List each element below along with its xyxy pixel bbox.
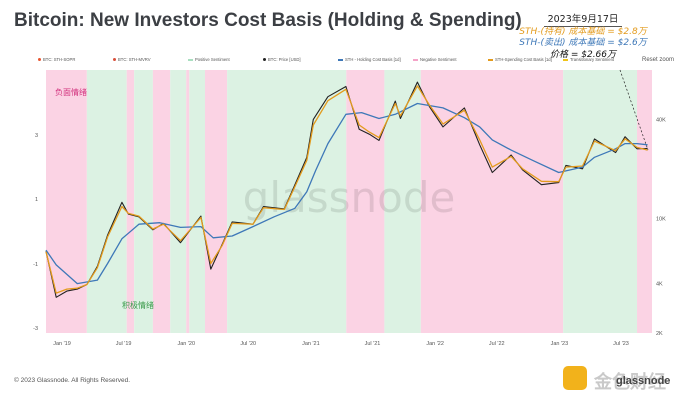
x-tick-label: Jan '20 <box>177 341 195 347</box>
x-tick-label: Jan '19 <box>53 341 71 347</box>
y-left-tick-label: -3 <box>33 326 38 332</box>
legend-swatch <box>338 58 343 61</box>
sentiment-region-positive <box>227 70 347 333</box>
sentiment-region-positive <box>189 70 205 333</box>
legend-swatch <box>113 58 116 61</box>
watermark: glassnode <box>243 173 456 222</box>
legend-label: Negative Sentiment <box>420 57 457 62</box>
sentiment-region-positive <box>134 70 153 333</box>
legend-swatch <box>263 58 266 61</box>
chart-title: Bitcoin: New Investors Cost Basis (Holdi… <box>14 10 522 31</box>
legend-label: STH-Spending Cost Basis [1d] <box>495 57 552 62</box>
sentiment-region-negative <box>637 70 652 333</box>
legend-swatch <box>488 58 493 61</box>
legend-label: Transitionary Sentiment <box>570 57 615 62</box>
legend-item[interactable]: BTC: STH-MVRV <box>113 57 151 62</box>
legend-label: BTC: STH-SOPR <box>43 57 76 62</box>
annotation-price: 价格 = $2.66万 <box>549 49 617 60</box>
jinse-logo-icon <box>563 366 587 390</box>
positive-sentiment-label: 积极情绪 <box>122 301 154 310</box>
annotation-spending: STH-(卖出) 成本基础 = $2.6万 <box>519 38 647 48</box>
y-left-tick-label: 1 <box>35 197 38 203</box>
spending-cost-line <box>45 85 648 294</box>
value-annotation: 2023年9月17日 STH-(持有) 成本基础 = $2.8万 STH-(卖出… <box>514 11 652 61</box>
legend-item[interactable]: Transitionary Sentiment <box>563 57 614 62</box>
y-right-tick-label: 2K <box>656 331 663 337</box>
legend-item[interactable]: Negative Sentiment <box>413 57 457 62</box>
legend-item[interactable]: STH-Spending Cost Basis [1d] <box>488 57 552 62</box>
sentiment-region-negative <box>46 70 87 333</box>
sentiment-region-positive <box>563 70 638 333</box>
reset-zoom-button[interactable]: Reset zoom <box>642 57 675 63</box>
x-tick-label: Jul '22 <box>489 341 505 347</box>
x-tick-label: Jul '23 <box>613 341 629 347</box>
legend-item[interactable]: STH - Holding Cost Basis [1d] <box>338 57 401 62</box>
x-tick-label: Jan '21 <box>302 341 320 347</box>
sentiment-region-negative <box>152 70 171 333</box>
brand-label: glassnode <box>616 375 671 387</box>
sentiment-region-positive <box>170 70 187 333</box>
sentiment-region-negative <box>204 70 228 333</box>
legend-label: Positive Sentiment <box>195 57 230 62</box>
y-right-tick-label: 10K <box>656 216 666 222</box>
annotation-holding: STH-(持有) 成本基础 = $2.8万 <box>519 26 647 37</box>
legend-item[interactable]: Positive Sentiment <box>188 57 230 62</box>
y-left-tick-label: 3 <box>35 133 38 139</box>
y-right-tick-label: 4K <box>656 282 663 288</box>
y-right-tick-label: 40K <box>656 117 666 123</box>
legend-swatch <box>413 58 418 61</box>
x-tick-label: Jul '20 <box>240 341 256 347</box>
sentiment-region-negative <box>420 70 564 333</box>
copyright-text: © 2023 Glassnode. All Rights Reserved. <box>14 377 131 384</box>
negative-sentiment-label: 负面情绪 <box>55 88 87 97</box>
legend-label: BTC: Price [USD] <box>268 57 301 62</box>
jinse-logo-text: 金色财经 <box>594 372 666 393</box>
holding-cost-line <box>45 102 648 285</box>
legend-swatch <box>563 58 568 61</box>
chart-legend: BTC: STH-SOPR BTC: STH-MVRV Positive Senti… <box>38 57 638 65</box>
sentiment-region-negative <box>186 70 190 333</box>
legend-label: BTC: STH-MVRV <box>118 57 151 62</box>
sentiment-region-negative <box>126 70 135 333</box>
legend-label: STH - Holding Cost Basis [1d] <box>345 57 401 62</box>
x-tick-label: Jan '22 <box>426 341 444 347</box>
legend-item[interactable]: BTC: Price [USD] <box>263 57 301 62</box>
x-tick-label: Jul '19 <box>116 341 132 347</box>
annotation-date: 2023年9月17日 <box>543 14 623 27</box>
legend-swatch <box>188 58 193 61</box>
x-tick-label: Jan '23 <box>551 341 569 347</box>
x-tick-label: Jul '21 <box>365 341 381 347</box>
sentiment-region-positive <box>86 70 127 333</box>
legend-item[interactable]: BTC: STH-SOPR <box>38 57 75 62</box>
y-left-tick-label: -1 <box>33 262 38 268</box>
legend-swatch <box>38 58 41 61</box>
